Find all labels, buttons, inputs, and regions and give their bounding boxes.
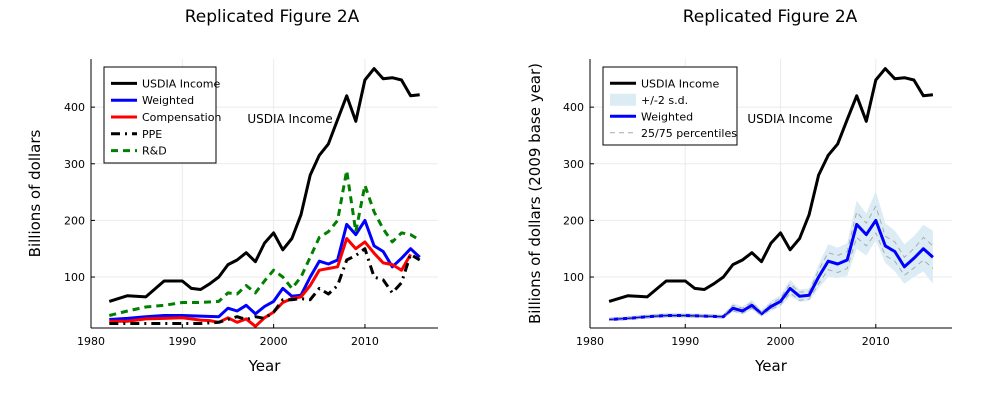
legend-label: Weighted (641, 110, 693, 123)
legend-label: R&D (142, 145, 167, 158)
chart-title: Replicated Figure 2A (185, 7, 360, 27)
x-axis-label: Year (248, 357, 282, 375)
chart-title: Replicated Figure 2A (683, 7, 858, 27)
series-line (609, 232, 934, 322)
series-line (109, 247, 421, 325)
legend-box (602, 66, 738, 146)
y-tick-label: 200 (563, 214, 584, 227)
legend-label: USDIA Income (641, 77, 719, 90)
legend-label: PPE (142, 128, 162, 141)
x-axis-label: Year (754, 357, 788, 375)
series-line (609, 218, 934, 321)
series-line (608, 67, 934, 303)
legend-label: Weighted (142, 94, 194, 107)
series-line (109, 218, 421, 321)
series-line (609, 205, 934, 319)
chart-panel-right: 1980 1990 2000 2010 100 200 300 400 Replicated F… (526, 7, 952, 375)
y-axis-label: Billions of dollars (26, 129, 44, 257)
x-tick-label: 2000 (767, 335, 795, 348)
x-tick-label: 1990 (671, 335, 699, 348)
legend-label: +/-2 s.d. (641, 94, 688, 107)
series-line (109, 237, 412, 328)
y-tick-label: 300 (563, 158, 584, 171)
legend-swatch (610, 93, 636, 106)
x-tick-label: 2000 (260, 335, 288, 348)
y-axis-label: Billions of dollars (2009 base year) (526, 63, 544, 324)
chart-annotation: USDIA Income (747, 112, 832, 126)
y-tick-label: 200 (64, 214, 85, 227)
y-tick-label: 100 (563, 271, 584, 284)
y-tick-label: 100 (64, 271, 85, 284)
y-tick-label: 400 (64, 101, 85, 114)
legend-label: Compensation (142, 111, 221, 124)
series-line (108, 67, 420, 303)
chart-annotation: USDIA Income (247, 112, 332, 126)
series-line (108, 169, 421, 317)
x-tick-label: 2010 (862, 335, 890, 348)
x-tick-label: 1990 (168, 335, 196, 348)
chart-panel-left: 1980 1990 2000 2010 100 200 300 400 Replicated F… (26, 7, 438, 375)
legend-label: 25/75 percentiles (641, 127, 737, 140)
series-band (609, 191, 933, 322)
legend-label: USDIA Income (142, 77, 220, 90)
x-tick-label: 1980 (77, 335, 105, 348)
x-tick-label: 1980 (576, 335, 604, 348)
x-tick-label: 2010 (351, 335, 379, 348)
y-tick-label: 300 (64, 158, 85, 171)
y-tick-label: 400 (563, 101, 584, 114)
